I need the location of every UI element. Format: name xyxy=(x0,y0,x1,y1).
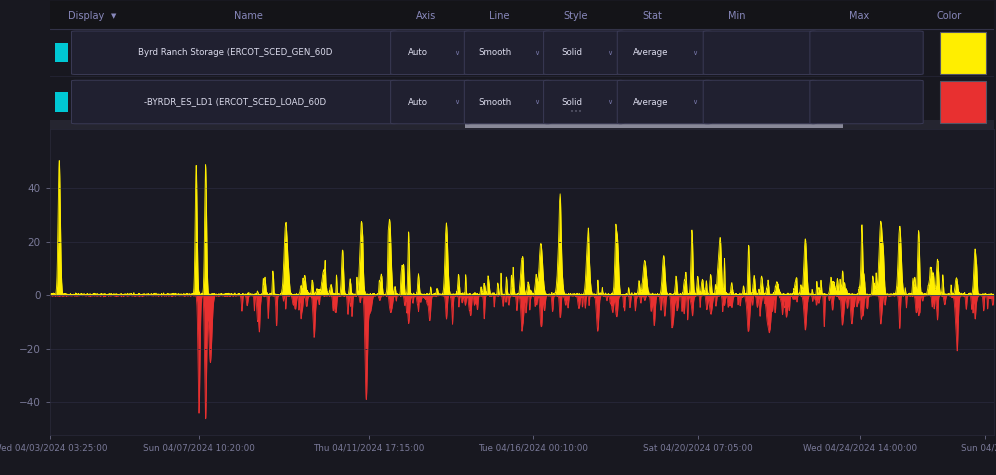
Text: ∨: ∨ xyxy=(535,99,540,105)
FancyBboxPatch shape xyxy=(810,31,923,75)
Text: ∨: ∨ xyxy=(454,99,459,105)
FancyBboxPatch shape xyxy=(390,31,471,75)
Text: Auto: Auto xyxy=(408,97,428,106)
Text: ∨: ∨ xyxy=(692,50,697,56)
Text: Solid: Solid xyxy=(562,48,583,57)
FancyBboxPatch shape xyxy=(810,80,923,124)
Text: Smooth: Smooth xyxy=(479,97,512,106)
FancyBboxPatch shape xyxy=(72,31,397,75)
Text: -BYRDR_ES_LD1 (ERCOT_SCED_LOAD_60D: -BYRDR_ES_LD1 (ERCOT_SCED_LOAD_60D xyxy=(143,97,326,106)
Bar xyxy=(940,81,985,123)
FancyBboxPatch shape xyxy=(390,80,471,124)
Text: ∨: ∨ xyxy=(692,99,697,105)
Bar xyxy=(56,43,68,62)
FancyBboxPatch shape xyxy=(618,31,712,75)
Text: Byrd Ranch Storage (ERCOT_SCED_GEN_60D: Byrd Ranch Storage (ERCOT_SCED_GEN_60D xyxy=(137,48,332,57)
Text: Min: Min xyxy=(728,11,746,21)
Text: ▼: ▼ xyxy=(112,13,117,19)
Text: ∨: ∨ xyxy=(608,50,613,56)
Text: Style: Style xyxy=(564,11,588,21)
FancyBboxPatch shape xyxy=(544,80,623,124)
FancyBboxPatch shape xyxy=(464,31,551,75)
Text: Average: Average xyxy=(632,48,668,57)
Text: Auto: Auto xyxy=(408,48,428,57)
Text: •••: ••• xyxy=(570,109,582,114)
Bar xyxy=(50,120,994,129)
Text: Stat: Stat xyxy=(642,11,662,21)
Text: Smooth: Smooth xyxy=(479,48,512,57)
Bar xyxy=(50,1,994,29)
FancyBboxPatch shape xyxy=(72,80,397,124)
Text: Display: Display xyxy=(68,11,104,21)
Text: ∨: ∨ xyxy=(454,50,459,56)
Text: ∨: ∨ xyxy=(535,50,540,56)
FancyBboxPatch shape xyxy=(703,80,817,124)
Text: Average: Average xyxy=(632,97,668,106)
Text: Color: Color xyxy=(936,11,961,21)
Text: Name: Name xyxy=(234,11,263,21)
Bar xyxy=(465,121,843,128)
Text: Solid: Solid xyxy=(562,97,583,106)
FancyBboxPatch shape xyxy=(618,80,712,124)
Text: Max: Max xyxy=(849,11,870,21)
FancyBboxPatch shape xyxy=(544,31,623,75)
FancyBboxPatch shape xyxy=(464,80,551,124)
FancyBboxPatch shape xyxy=(703,31,817,75)
Bar xyxy=(56,93,68,112)
Text: ∨: ∨ xyxy=(608,99,613,105)
Text: Line: Line xyxy=(489,11,510,21)
Bar xyxy=(940,32,985,74)
Text: Axis: Axis xyxy=(415,11,435,21)
